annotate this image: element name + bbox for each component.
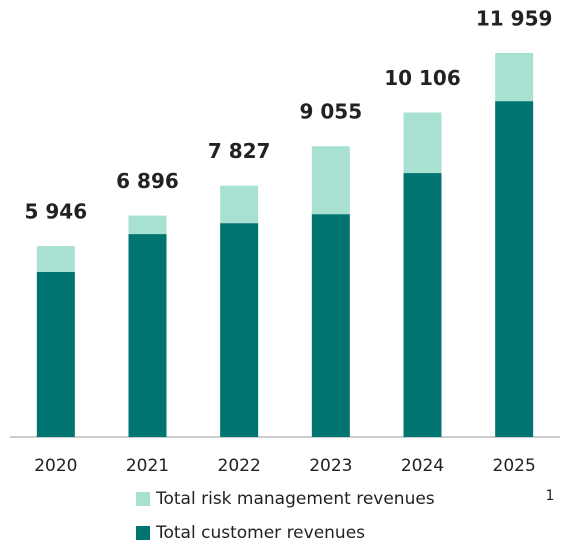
bar-segment	[220, 185, 259, 224]
x-tick-label: 2023	[309, 456, 352, 476]
bar-segment	[403, 112, 442, 174]
legend-label: Total customer revenues	[155, 523, 365, 542]
legend-label: Total risk management revenues	[155, 489, 435, 509]
bar-segment	[36, 246, 75, 272]
bar-segment	[311, 146, 350, 215]
x-tick-label: 2021	[126, 456, 169, 476]
bar-segment	[403, 173, 442, 437]
bar-segment	[220, 223, 259, 437]
legend-swatch	[136, 526, 150, 540]
total-label: 10 106	[384, 66, 461, 90]
legend-swatch	[136, 492, 150, 506]
bar-segment	[36, 271, 75, 437]
bar-segment	[311, 214, 350, 437]
x-tick-label: 2025	[493, 456, 536, 476]
x-tick-label: 2020	[34, 456, 77, 476]
bar-segment	[128, 234, 167, 437]
total-label: 7 827	[208, 139, 271, 163]
bar-segment	[128, 215, 167, 235]
footnote: 1	[546, 488, 555, 504]
bar-segment	[495, 101, 534, 438]
total-label: 6 896	[116, 169, 179, 193]
total-label: 5 946	[25, 200, 88, 224]
total-label: 11 959	[476, 7, 553, 31]
x-tick-label: 2024	[401, 456, 444, 476]
total-label: 9 055	[300, 100, 363, 124]
x-tick-label: 2022	[218, 456, 261, 476]
bar-segment	[495, 53, 534, 102]
